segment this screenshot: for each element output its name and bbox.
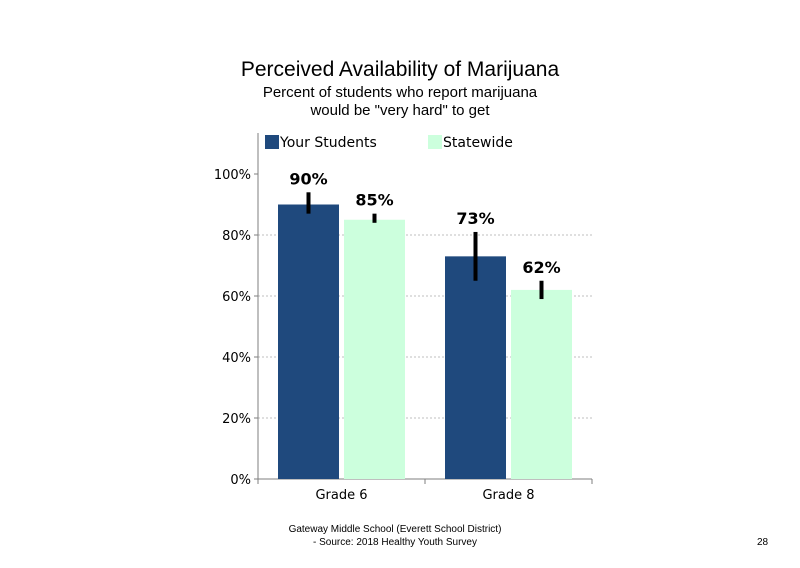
y-tick-label: 100% — [214, 168, 251, 183]
y-tick-label: 40% — [222, 351, 251, 366]
legend-swatch-statewide — [428, 135, 442, 149]
y-tick-label: 20% — [222, 412, 251, 427]
y-tick-label: 60% — [222, 290, 251, 305]
bar-your-students — [445, 256, 506, 479]
legend-label: Statewide — [443, 135, 513, 151]
data-label: 85% — [355, 191, 393, 210]
y-tick-label: 0% — [230, 473, 251, 488]
chart-title: Perceived Availability of Marijuana — [240, 58, 560, 81]
x-tick-label: Grade 6 — [315, 488, 367, 503]
data-label: 90% — [289, 169, 327, 188]
y-tick-label: 80% — [222, 229, 251, 244]
legend-swatch-your-students — [265, 135, 279, 149]
data-label: 73% — [456, 209, 494, 228]
chart-subtitle-line-1: Percent of students who report marijuana — [262, 84, 538, 101]
page-number: 28 — [757, 537, 769, 548]
footer-school: Gateway Middle School (Everett School Di… — [288, 524, 502, 535]
data-label: 62% — [522, 258, 560, 277]
footer-source: - Source: 2018 Healthy Youth Survey — [313, 537, 477, 548]
legend-label: Your Students — [279, 135, 377, 151]
bar-statewide — [511, 289, 572, 479]
bar-statewide — [344, 219, 405, 479]
bar-your-students — [278, 204, 339, 479]
chart-subtitle-line-2: would be "very hard" to get — [310, 102, 490, 119]
x-tick-label: Grade 8 — [482, 488, 534, 503]
